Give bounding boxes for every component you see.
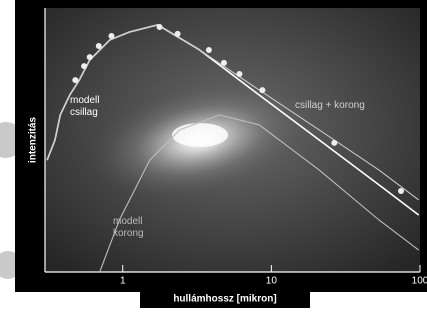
x-axis-label: hullámhossz [mikron]: [173, 294, 276, 305]
data-point: [175, 31, 181, 37]
annotation: csillag + korong: [295, 100, 405, 112]
data-point: [259, 87, 265, 93]
page: hullámhossz [mikron] intenzitás 1 10 100 m…: [0, 0, 427, 316]
x-tick-label: 1: [120, 276, 126, 287]
data-point: [221, 60, 227, 66]
data-point: [72, 77, 78, 83]
data-point: [236, 71, 242, 77]
annotation: modell korong: [113, 216, 153, 240]
x-tick-label: 100: [412, 276, 427, 287]
x-tick-label: 10: [266, 276, 278, 287]
data-point: [87, 54, 93, 60]
y-axis-label: intenzitás: [28, 117, 39, 164]
data-point: [96, 43, 102, 49]
chart: hullámhossz [mikron] intenzitás 1 10 100: [0, 0, 427, 316]
data-point: [206, 47, 212, 53]
data-point: [331, 140, 337, 146]
annotation: modell csillag: [70, 95, 110, 119]
data-point: [398, 188, 404, 194]
data-point: [157, 24, 163, 30]
data-point: [81, 63, 87, 69]
data-point: [108, 33, 114, 39]
